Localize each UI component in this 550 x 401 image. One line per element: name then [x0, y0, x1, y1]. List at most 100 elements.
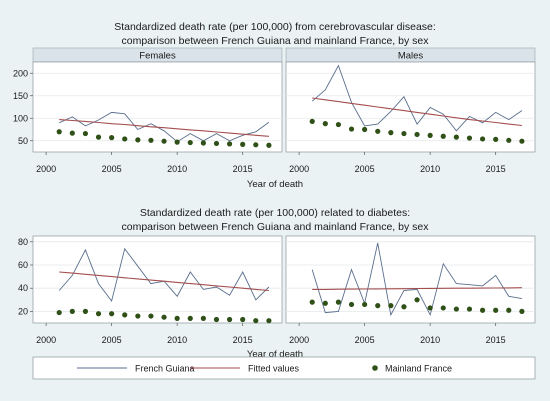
data-point-mainland-france [362, 126, 368, 133]
series-line-fitted-values [59, 119, 269, 137]
panel-right: 2000 2005 2010 2015 [285, 235, 536, 345]
data-point-mainland-france [200, 140, 206, 146]
plot-area [285, 235, 536, 324]
chart-subtitle: comparison between French Guiana and mai… [121, 35, 429, 47]
data-point-mainland-france [322, 300, 328, 306]
data-point-mainland-france [187, 139, 193, 146]
panel-title: Females [139, 51, 176, 62]
legend-box [32, 356, 536, 380]
series-line-fitted-values [312, 287, 522, 290]
data-point-mainland-france [493, 307, 499, 313]
x-tick-label: 2010 [167, 164, 187, 174]
data-point-mainland-france [95, 134, 102, 140]
data-point-mainland-france [519, 138, 525, 144]
x-tick-label: 2005 [102, 164, 122, 174]
series-line-french-guiana [311, 64, 523, 132]
data-point-mainland-france [401, 130, 407, 137]
y-tick-label: 40 [18, 283, 28, 293]
legend-item: Mainland France [372, 364, 452, 374]
data-point-mainland-france [388, 130, 394, 136]
x-tick-label: 2005 [355, 335, 375, 345]
data-point-mainland-france [453, 134, 459, 140]
data-point-mainland-france [109, 135, 115, 141]
panel-title: Males [398, 51, 424, 62]
chart-2: Standardized death rate (per 100,000) re… [18, 207, 536, 360]
data-point-mainland-france [440, 133, 446, 139]
x-tick-label: 2000 [289, 164, 309, 174]
data-point-mainland-france [466, 306, 473, 312]
data-point-mainland-france [161, 314, 167, 320]
legend-swatch-dot [372, 365, 378, 371]
data-point-mainland-france [375, 128, 381, 134]
data-point-mainland-france [348, 126, 355, 132]
y-tick-label: 100 [13, 113, 28, 123]
data-point-mainland-france [174, 139, 180, 145]
data-point-mainland-france [56, 129, 62, 135]
plot-area [285, 61, 536, 153]
x-tick-label: 2015 [233, 335, 253, 345]
data-point-mainland-france [414, 297, 420, 303]
y-tick-label: 80 [18, 237, 28, 247]
data-point-mainland-france [493, 136, 499, 142]
data-point-mainland-france [213, 140, 220, 147]
x-tick-label: 2005 [355, 164, 375, 174]
data-point-mainland-france [213, 316, 220, 323]
data-point-mainland-france [56, 309, 62, 316]
data-point-mainland-france [161, 138, 167, 144]
data-point-mainland-france [240, 141, 246, 147]
series-line-fitted-values [312, 97, 522, 127]
panel-right: Males 2000 2005 2010 2015 [285, 47, 536, 174]
data-point-mainland-france [375, 303, 381, 309]
data-point-mainland-france [309, 299, 315, 305]
data-point-mainland-france [335, 121, 342, 128]
x-axis-title: Year of death [247, 349, 303, 360]
data-point-mainland-france [335, 299, 342, 305]
data-point-mainland-france [440, 305, 446, 311]
data-point-mainland-france [479, 307, 486, 313]
data-point-mainland-france [309, 118, 315, 124]
y-tick-label: 150 [13, 91, 28, 101]
data-point-mainland-france [506, 307, 512, 313]
data-point-mainland-france [253, 142, 259, 148]
y-tick-label: 200 [13, 68, 28, 78]
data-point-mainland-france [401, 304, 407, 310]
legend-label: Fitted values [248, 364, 300, 374]
data-point-mainland-france [506, 137, 512, 143]
data-point-mainland-france [479, 136, 486, 142]
data-point-mainland-france [414, 131, 420, 138]
data-point-mainland-france [519, 308, 525, 314]
x-tick-label: 2000 [289, 335, 309, 345]
data-point-mainland-france [135, 313, 141, 319]
data-point-mainland-france [122, 136, 128, 142]
data-point-mainland-france [266, 142, 272, 148]
data-point-mainland-france [109, 311, 115, 317]
data-point-mainland-france [122, 312, 128, 318]
data-point-mainland-france [200, 315, 206, 321]
y-tick-label: 20 [18, 306, 28, 316]
x-tick-label: 2015 [233, 164, 253, 174]
data-point-mainland-france [82, 130, 89, 137]
data-point-mainland-france [240, 316, 246, 323]
x-tick-label: 2010 [167, 335, 187, 345]
x-tick-label: 2005 [102, 335, 122, 345]
series-line-french-guiana [311, 242, 522, 317]
data-point-mainland-france [226, 316, 233, 323]
data-point-mainland-france [95, 311, 102, 317]
x-tick-label: 2015 [486, 335, 506, 345]
data-point-mainland-france [322, 121, 328, 127]
x-tick-label: 2015 [486, 164, 506, 174]
data-point-mainland-france [187, 315, 193, 321]
x-tick-label: 2010 [420, 164, 440, 174]
legend-item: Fitted values [190, 364, 300, 374]
panel-left: 20 40 60 80 2000 2005 2010 2015 [18, 235, 283, 345]
x-tick-label: 2000 [36, 164, 56, 174]
data-point-mainland-france [82, 308, 89, 314]
data-point-mainland-france [253, 318, 259, 324]
panel-left: Females 50 100 150 200 2000 2005 2010 2015 [13, 47, 283, 174]
data-point-mainland-france [453, 306, 459, 312]
data-point-mainland-france [266, 318, 272, 324]
legend-item: French Guiana [77, 364, 195, 374]
y-tick-label: 50 [18, 136, 28, 146]
